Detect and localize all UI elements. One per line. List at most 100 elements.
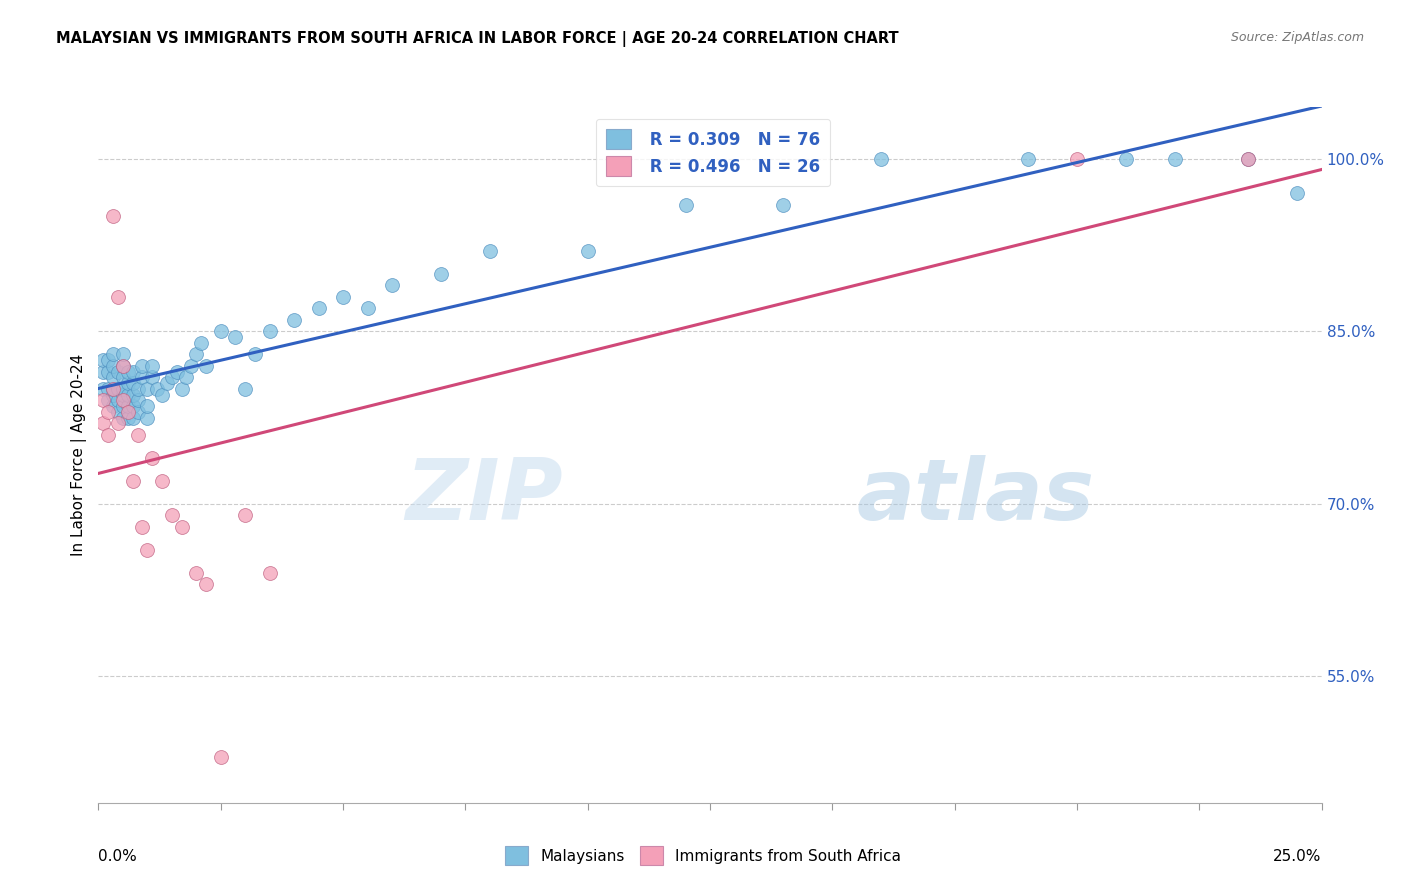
Point [150, 387, 173, 401]
Point [209, 749, 232, 764]
Point [111, 393, 134, 408]
Point [91, 365, 114, 379]
Point [111, 370, 134, 384]
Point [166, 365, 188, 379]
Point [146, 382, 169, 396]
Point [190, 335, 212, 350]
Point [160, 370, 183, 384]
Point [131, 359, 153, 373]
Point [97, 405, 120, 419]
Point [101, 382, 124, 396]
Point [117, 405, 139, 419]
Point [117, 387, 139, 401]
Point [1237, 152, 1260, 166]
Point [121, 410, 143, 425]
Point [1286, 186, 1309, 201]
Point [259, 324, 281, 338]
Text: 25.0%: 25.0% [1274, 849, 1322, 863]
Point [107, 417, 129, 431]
Point [111, 382, 134, 396]
Point [675, 198, 697, 212]
Point [107, 290, 129, 304]
Point [117, 410, 139, 425]
Point [180, 359, 202, 373]
Point [91, 417, 114, 431]
Point [97, 427, 120, 442]
Point [170, 520, 193, 534]
Point [97, 365, 120, 379]
Point [381, 278, 404, 293]
Point [91, 393, 114, 408]
Point [1115, 152, 1137, 166]
Point [195, 359, 218, 373]
Point [224, 330, 246, 344]
Point [141, 370, 163, 384]
Point [870, 152, 893, 166]
Point [176, 370, 198, 384]
Point [121, 399, 143, 413]
Point [91, 382, 114, 396]
Point [107, 365, 129, 379]
Point [1017, 152, 1039, 166]
Point [121, 365, 143, 379]
Point [283, 313, 305, 327]
Point [107, 393, 129, 408]
Point [233, 508, 256, 523]
Point [576, 244, 599, 258]
Point [101, 382, 124, 396]
Point [107, 382, 129, 396]
Point [107, 405, 129, 419]
Point [101, 347, 124, 361]
Point [150, 474, 173, 488]
Point [160, 508, 183, 523]
Point [233, 382, 256, 396]
Point [332, 290, 354, 304]
Point [243, 347, 266, 361]
Point [111, 410, 134, 425]
Point [121, 376, 143, 390]
Legend: Malaysians, Immigrants from South Africa: Malaysians, Immigrants from South Africa [499, 840, 907, 871]
Point [91, 353, 114, 368]
Point [101, 209, 124, 223]
Point [111, 359, 134, 373]
Point [97, 353, 120, 368]
Point [127, 382, 149, 396]
Point [101, 370, 124, 384]
Point [127, 405, 149, 419]
Point [1164, 152, 1187, 166]
Point [117, 399, 139, 413]
Point [101, 387, 124, 401]
Point [111, 399, 134, 413]
Point [1237, 152, 1260, 166]
Point [136, 382, 159, 396]
Text: Source: ZipAtlas.com: Source: ZipAtlas.com [1230, 31, 1364, 45]
Point [117, 365, 139, 379]
Text: MALAYSIAN VS IMMIGRANTS FROM SOUTH AFRICA IN LABOR FORCE | AGE 20-24 CORRELATION: MALAYSIAN VS IMMIGRANTS FROM SOUTH AFRIC… [56, 31, 898, 47]
Point [186, 347, 208, 361]
Point [136, 399, 159, 413]
Point [111, 387, 134, 401]
Point [195, 577, 218, 591]
Point [136, 542, 159, 557]
Y-axis label: In Labor Force | Age 20-24: In Labor Force | Age 20-24 [72, 354, 87, 556]
Point [121, 387, 143, 401]
Text: 0.0%: 0.0% [98, 849, 138, 863]
Point [478, 244, 501, 258]
Point [127, 427, 149, 442]
Point [141, 359, 163, 373]
Point [430, 267, 453, 281]
Text: atlas: atlas [856, 455, 1095, 538]
Point [259, 566, 281, 580]
Text: ZIP: ZIP [405, 455, 564, 538]
Point [111, 359, 134, 373]
Point [101, 359, 124, 373]
Point [97, 382, 120, 396]
Point [186, 566, 208, 580]
Point [127, 393, 149, 408]
Point [111, 347, 134, 361]
Point [117, 376, 139, 390]
Legend:  R = 0.309   N = 76,  R = 0.496   N = 26: R = 0.309 N = 76, R = 0.496 N = 26 [596, 119, 831, 186]
Point [308, 301, 330, 316]
Point [101, 399, 124, 413]
Point [1066, 152, 1088, 166]
